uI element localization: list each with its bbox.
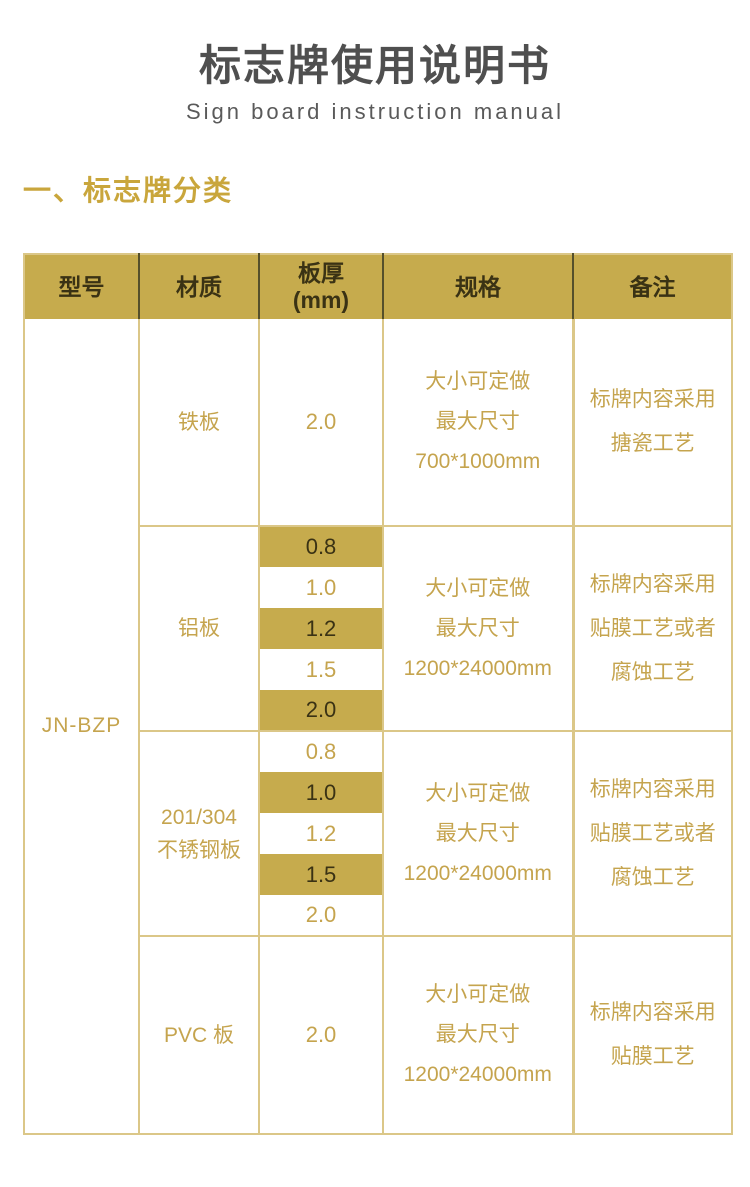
col-header-material: 材质 <box>138 254 259 320</box>
spec-cell-iron: 大小可定做 最大尺寸 700*1000mm <box>382 319 573 527</box>
spec-line: 700*1000mm <box>415 450 541 474</box>
spec-line: 最大尺寸 <box>435 616 520 640</box>
remark-cell-aluminum: 标牌内容采用 贴膜工艺或者 腐蚀工艺 <box>571 525 732 732</box>
model-cell: JN-BZP <box>41 714 122 738</box>
remark-line: 搪瓷工艺 <box>610 432 695 456</box>
remark-line: 腐蚀工艺 <box>610 865 695 889</box>
title-block: 标志牌使用说明书 Sign board instruction manual <box>0 42 750 125</box>
table-header-row: 型号 材质 板厚 (mm) 规格 备注 <box>24 254 732 320</box>
thickness-cell: 2.0 <box>258 690 383 732</box>
spec-line: 1200*24000mm <box>403 1063 552 1087</box>
col-header-model: 型号 <box>24 254 139 320</box>
spec-line: 1200*24000mm <box>403 656 552 680</box>
thickness-cell: 1.2 <box>258 813 383 855</box>
table-row-aluminum: 2.0 <box>24 690 732 732</box>
remark-line: 标牌内容采用 <box>589 388 716 412</box>
col-header-spec: 规格 <box>382 254 573 320</box>
spec-line: 1200*24000mm <box>403 861 552 885</box>
thickness-cell: 1.0 <box>258 772 383 814</box>
table-row-stainless: 2.0 <box>24 895 732 937</box>
table-row-aluminum: 1.0 <box>24 567 732 609</box>
table-row-stainless: 201/304 不锈钢板 0.8 大小可定做 最大尺寸 1200*24000mm… <box>24 730 732 937</box>
remark-line: 贴膜工艺或者 <box>589 821 716 845</box>
remark-line: 标牌内容采用 <box>589 1001 716 1025</box>
remark-cell-iron: 标牌内容采用 搪瓷工艺 <box>571 319 732 527</box>
spec-line: 最大尺寸 <box>435 821 520 845</box>
thickness-cell: 2.0 <box>258 935 383 1135</box>
spec-line: 大小可定做 <box>425 983 531 1007</box>
material-cell-aluminum: 铝板 <box>138 525 259 732</box>
thickness-cell: 1.2 <box>258 608 383 650</box>
material-line: 不锈钢板 <box>157 838 241 862</box>
material-line: 201/304 <box>161 805 237 829</box>
spec-line: 大小可定做 <box>425 781 531 805</box>
thickness-cell: 2.0 <box>258 319 383 527</box>
thickness-cell: 1.5 <box>258 854 383 896</box>
col-header-thickness-line1: 板厚 <box>298 259 344 286</box>
table-row-aluminum: 铝板 0.8 大小可定做 最大尺寸 1200*24000mm 标牌内容采用 贴膜… <box>24 525 732 732</box>
material-cell-iron: 铁板 <box>138 319 259 527</box>
thickness-cell: 1.0 <box>258 567 383 609</box>
remark-line: 标牌内容采用 <box>589 572 716 596</box>
spec-cell-pvc: 大小可定做 最大尺寸 1200*24000mm <box>382 935 573 1135</box>
col-header-thickness-line2: (mm) <box>292 287 350 314</box>
spec-line: 最大尺寸 <box>435 1023 520 1047</box>
remark-line: 标牌内容采用 <box>589 777 716 801</box>
section-heading: 一、标志牌分类 <box>23 175 234 207</box>
material-line: PVC 板 <box>163 1023 234 1047</box>
page-title: 标志牌使用说明书 <box>198 42 551 89</box>
table-row-aluminum: 1.5 <box>24 649 732 691</box>
table-row-stainless: 1.2 <box>24 813 732 855</box>
thickness-cell: 1.5 <box>258 649 383 691</box>
remark-line: 贴膜工艺或者 <box>589 616 716 640</box>
spec-line: 大小可定做 <box>425 576 531 600</box>
remark-line: 腐蚀工艺 <box>610 660 695 684</box>
spec-cell-aluminum: 大小可定做 最大尺寸 1200*24000mm <box>382 525 573 732</box>
material-line: 铁板 <box>178 410 220 434</box>
page-subtitle: Sign board instruction manual <box>185 99 565 125</box>
table-row-stainless: 1.0 <box>24 772 732 814</box>
table-row-iron: JN-BZP 铁板 2.0 大小可定做 最大尺寸 700*1000mm 标牌内容… <box>24 319 732 737</box>
table-row-aluminum: 1.2 <box>24 608 732 650</box>
remark-cell-stainless: 标牌内容采用 贴膜工艺或者 腐蚀工艺 <box>571 730 732 937</box>
material-cell-pvc: PVC 板 <box>138 935 259 1135</box>
spec-cell-stainless: 大小可定做 最大尺寸 1200*24000mm <box>382 730 573 937</box>
spec-line: 大小可定做 <box>425 370 531 394</box>
table-row-stainless: 1.5 <box>24 854 732 896</box>
thickness-cell: 2.0 <box>258 895 383 937</box>
col-header-remark: 备注 <box>572 254 732 320</box>
table-row-pvc: PVC 板 2.0 大小可定做 最大尺寸 1200*24000mm 标牌内容采用… <box>24 935 732 1135</box>
remark-cell-pvc: 标牌内容采用 贴膜工艺 <box>571 935 732 1135</box>
thickness-cell: 0.8 <box>258 525 383 568</box>
col-header-thickness: 板厚 (mm) <box>258 254 383 320</box>
remark-line: 贴膜工艺 <box>610 1045 695 1069</box>
thickness-cell: 0.8 <box>258 730 383 773</box>
material-line: 铝板 <box>178 617 220 641</box>
material-cell-stainless: 201/304 不锈钢板 <box>138 730 259 937</box>
spec-line: 最大尺寸 <box>435 410 520 434</box>
classification-table: 型号 材质 板厚 (mm) 规格 备注 JN-BZP 铁板 2.0 大小可定做 <box>23 253 733 1136</box>
manual-page: 标志牌使用说明书 Sign board instruction manual 一… <box>0 42 750 1187</box>
